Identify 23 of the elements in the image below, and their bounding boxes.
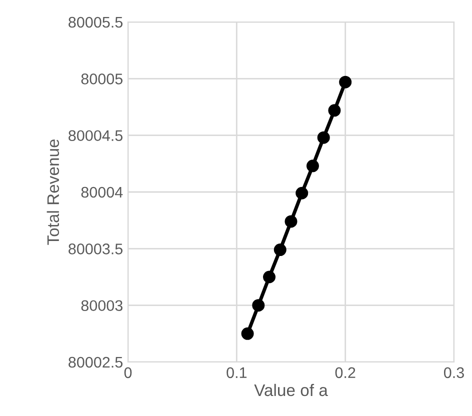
point (241, 327, 254, 340)
point (317, 131, 330, 144)
point (252, 299, 265, 312)
x-axis-title: Value of a (254, 384, 328, 396)
point (274, 244, 286, 256)
y-tick-label: 80003 (81, 300, 122, 312)
point (328, 104, 341, 117)
point (339, 76, 352, 88)
x-tick-label: 0.1 (226, 367, 247, 378)
y-tick-label: 80004.5 (68, 130, 123, 142)
y-tick-label: 80003.5 (68, 244, 123, 254)
point (263, 270, 276, 284)
y-tick-label: 80004 (81, 186, 123, 198)
point (296, 186, 308, 200)
y-tick-label: 80005 (81, 74, 123, 84)
y-tick-label: 80005.5 (68, 16, 123, 28)
x-tick-label: 0.2 (335, 367, 356, 378)
point (284, 215, 298, 228)
x-tick-label: 0.3 (444, 367, 464, 378)
x-tick-label: 0 (124, 367, 132, 378)
point (306, 160, 319, 172)
y-axis-title: Total Revenue (46, 139, 60, 245)
y-tick-label: 80002.5 (68, 356, 123, 368)
